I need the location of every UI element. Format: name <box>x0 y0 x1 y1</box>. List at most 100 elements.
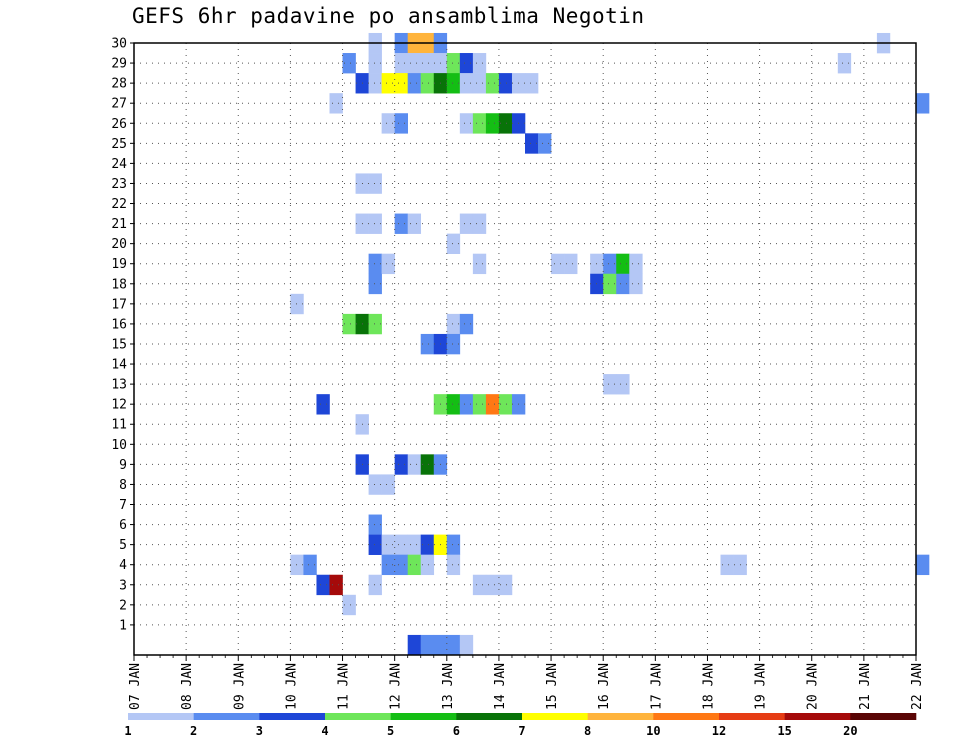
y-tick-label: 17 <box>111 297 127 312</box>
heatmap-cell <box>472 394 487 415</box>
heatmap-cell <box>433 634 448 656</box>
legend-swatch <box>850 713 917 720</box>
legend-label: 2 <box>190 724 197 738</box>
heatmap-cell <box>342 594 356 616</box>
x-tick-label: 19 JAN <box>754 663 769 710</box>
heatmap-cell <box>368 273 382 295</box>
heatmap-cell <box>407 534 422 555</box>
chart-title: GEFS 6hr padavine po ansamblima Negotin <box>132 4 645 28</box>
y-tick-label: 3 <box>119 578 127 593</box>
x-tick-label: 11 JAN <box>337 663 352 710</box>
heatmap-cell <box>446 233 461 254</box>
x-tick-label: 18 JAN <box>701 663 716 710</box>
y-tick-label: 23 <box>111 177 127 192</box>
heatmap-cell <box>407 73 422 94</box>
heatmap-cell <box>342 53 356 74</box>
heatmap-cell <box>616 374 630 395</box>
heatmap-cell <box>446 73 461 94</box>
heatmap-cell <box>564 253 578 275</box>
x-tick-label: 16 JAN <box>597 663 612 710</box>
y-tick-label: 10 <box>111 438 127 453</box>
heatmap-cell <box>329 93 343 114</box>
heatmap-cell <box>603 273 617 295</box>
heatmap-cell <box>394 113 408 134</box>
heatmap-cell <box>316 394 330 415</box>
y-tick-label: 2 <box>119 598 127 613</box>
heatmap-cell <box>603 253 617 275</box>
y-tick-label: 6 <box>119 518 127 533</box>
heatmap-cell <box>472 574 487 596</box>
legend-label: 1 <box>124 724 131 738</box>
y-tick-label: 4 <box>119 558 127 573</box>
heatmap-cell <box>368 253 382 275</box>
y-tick-label: 25 <box>111 137 127 152</box>
heatmap-cell <box>420 53 435 74</box>
legend-label: 5 <box>387 724 394 738</box>
legend-swatch <box>587 713 654 720</box>
x-tick-label: 21 JAN <box>858 663 873 710</box>
x-tick-label: 09 JAN <box>232 663 247 710</box>
legend-label: 12 <box>712 724 726 738</box>
heatmap-cell <box>381 474 395 495</box>
heatmap-cell <box>394 534 408 555</box>
axis-ticks: 1234567891011121314151617181920212223242… <box>111 37 925 710</box>
x-tick-label: 15 JAN <box>545 663 560 710</box>
heatmap-cell <box>316 574 330 596</box>
heatmap-cell <box>629 253 643 275</box>
y-tick-label: 21 <box>111 217 127 232</box>
heatmap-cell <box>329 574 343 596</box>
heatmap-cell <box>616 273 630 295</box>
heatmap-cell <box>472 113 487 134</box>
x-tick-label: 14 JAN <box>493 663 508 710</box>
legend-swatch <box>653 713 720 720</box>
legend-swatch <box>193 713 260 720</box>
heatmap-cell <box>446 554 461 576</box>
heatmap-chart: 1234567891011121314151617181920212223242… <box>111 32 930 710</box>
heatmap-cell <box>446 333 461 355</box>
x-tick-label: 12 JAN <box>389 663 404 710</box>
heatmap-cell <box>407 454 422 475</box>
heatmap-cell <box>394 454 408 475</box>
y-tick-label: 20 <box>111 237 127 252</box>
y-tick-label: 30 <box>111 37 127 52</box>
heatmap-cell <box>394 53 408 74</box>
legend-label: 7 <box>518 724 525 738</box>
heatmap-cell <box>381 534 395 555</box>
heatmap-cell <box>837 53 852 74</box>
y-tick-label: 9 <box>119 458 127 473</box>
x-tick-label: 13 JAN <box>441 663 456 710</box>
heatmap-cell <box>420 333 435 355</box>
heatmap-cell <box>459 634 474 656</box>
legend-swatch <box>719 713 785 720</box>
heatmap-cell <box>498 574 513 596</box>
heatmap-cell <box>420 634 435 656</box>
heatmap-cell <box>472 213 487 234</box>
legend-label: 20 <box>843 724 857 738</box>
y-tick-label: 13 <box>111 378 127 393</box>
y-tick-label: 14 <box>111 358 127 373</box>
y-tick-label: 27 <box>111 97 127 112</box>
heatmap-cell <box>538 133 552 154</box>
heatmap-cell <box>394 73 408 94</box>
heatmap-cell <box>394 213 408 234</box>
legend-label: 4 <box>321 724 328 738</box>
y-tick-label: 24 <box>111 157 127 172</box>
y-tick-label: 18 <box>111 277 127 292</box>
heatmap-cell <box>498 394 513 415</box>
heatmap-cell <box>459 53 474 74</box>
x-tick-label: 22 JAN <box>910 663 925 710</box>
heatmap-cell <box>525 133 539 154</box>
heatmap-cell <box>420 73 435 94</box>
heatmap-cell <box>407 554 422 576</box>
heatmap-cell <box>407 634 422 656</box>
legend-label: 3 <box>256 724 263 738</box>
legend-label: 10 <box>646 724 660 738</box>
heatmap-cells <box>290 32 930 656</box>
heatmap-cell <box>420 554 435 576</box>
legend-label: 8 <box>584 724 591 738</box>
heatmap-cell <box>485 574 500 596</box>
legend-label: 15 <box>777 724 791 738</box>
y-tick-label: 7 <box>119 498 127 513</box>
legend-swatch <box>784 713 851 720</box>
